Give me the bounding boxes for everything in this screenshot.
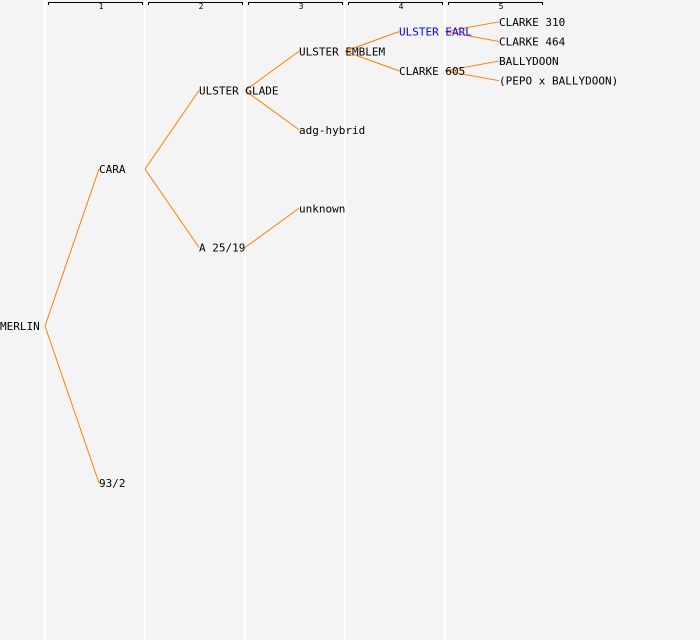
pedigree-node-clarke-605[interactable]: CLARKE 605	[399, 65, 465, 78]
pedigree-node-ulster-emblem[interactable]: ULSTER EMBLEM	[299, 45, 385, 58]
pedigree-node-ulster-glade[interactable]: ULSTER GLADE	[199, 85, 278, 98]
pedigree-edge	[144, 90, 200, 170]
pedigree-edge	[344, 50, 400, 72]
generation-header: 2	[199, 2, 204, 11]
pedigree-edge	[444, 31, 500, 42]
generation-bracket	[448, 2, 543, 5]
pedigree-edge	[144, 168, 200, 248]
pedigree-edge	[444, 60, 500, 72]
pedigree-edge	[344, 31, 400, 52]
pedigree-node-adg-hybrid[interactable]: adg-hybrid	[299, 124, 365, 137]
pedigree-edge	[44, 168, 100, 327]
generation-bracket	[248, 2, 343, 5]
generation-header: 3	[299, 2, 304, 11]
pedigree-node-unknown[interactable]: unknown	[299, 202, 345, 215]
pedigree-node-clarke-310[interactable]: CLARKE 310	[499, 16, 565, 29]
pedigree-edge	[44, 325, 100, 484]
pedigree-edge	[444, 21, 500, 33]
pedigree-node-93-2[interactable]: 93/2	[99, 477, 126, 490]
generation-header: 4	[399, 2, 404, 11]
pedigree-node-clarke-464[interactable]: CLARKE 464	[499, 35, 566, 48]
pedigree-node-cara[interactable]: CARA	[99, 163, 126, 176]
pedigree-node-a-25-19[interactable]: A 25/19	[199, 242, 245, 255]
generation-bracket	[48, 2, 143, 5]
pedigree-node-merlin[interactable]: MERLIN	[0, 320, 40, 333]
generation-header: 5	[499, 2, 504, 11]
generation-bracket	[348, 2, 443, 5]
generation-header: 1	[99, 2, 104, 11]
pedigree-edge	[244, 50, 300, 91]
pedigree-edge	[244, 207, 300, 248]
pedigree-node-ulster-earl[interactable]: ULSTER EARL	[399, 26, 472, 39]
pedigree-node-ballydoon[interactable]: BALLYDOON	[499, 55, 559, 68]
pedigree-edge	[244, 90, 300, 131]
pedigree-edge	[444, 70, 500, 82]
pedigree-node-pepo-x-ballydoon[interactable]: (PEPO x BALLYDOON)	[499, 75, 618, 88]
generation-bracket	[148, 2, 243, 5]
